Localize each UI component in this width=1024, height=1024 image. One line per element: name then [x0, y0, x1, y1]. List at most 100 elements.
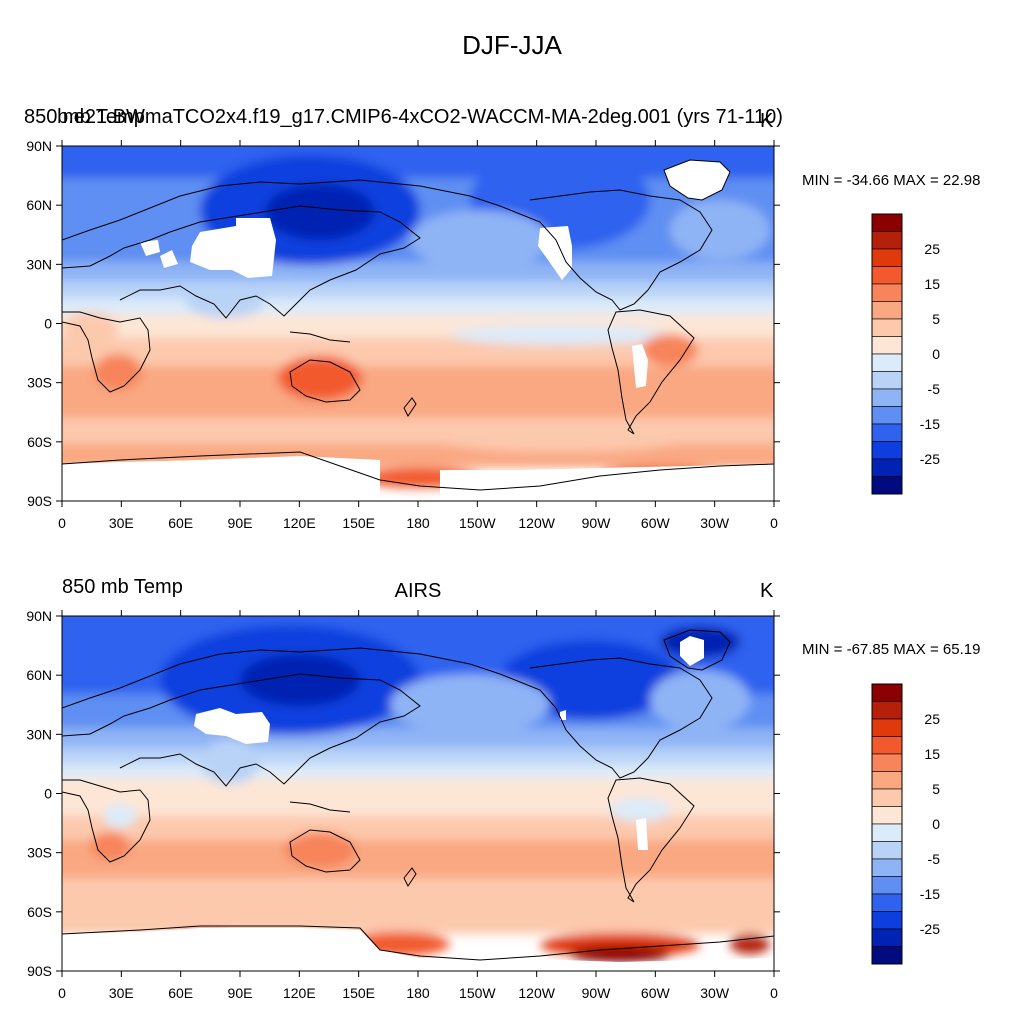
- colorbar-box: [871, 458, 903, 477]
- panel-2-min-max: MIN = -67.85 MAX = 65.19: [802, 641, 981, 658]
- tibet-mask: [190, 218, 276, 278]
- lat-label: 30S: [27, 845, 52, 861]
- lat-label: 60N: [26, 197, 52, 213]
- lat-label: 90S: [27, 963, 52, 979]
- colorbar-box: [871, 701, 903, 720]
- north-pacific: [390, 674, 550, 734]
- south-atlantic-pale: [62, 418, 260, 442]
- lon-label: 120W: [518, 515, 555, 531]
- lat-label: 60S: [27, 434, 52, 450]
- colorbar-box: [871, 946, 903, 965]
- north-atlantic: [670, 200, 770, 260]
- colorbar-box: [871, 388, 903, 407]
- colorbar-box: [871, 301, 903, 320]
- panel-2-coastlines: [62, 629, 774, 961]
- coast-new-zealand: [403, 397, 417, 417]
- siberia-cold-2: [240, 654, 360, 706]
- lat-label: 60S: [27, 904, 52, 920]
- africa-cool: [104, 804, 136, 828]
- lon-label: 90W: [582, 985, 612, 1001]
- panel-1-coastlines: [62, 159, 774, 491]
- band-north-blue: [62, 146, 774, 180]
- coast-south-america: [607, 777, 695, 903]
- rockies-mask: [560, 710, 566, 720]
- band-10n: [62, 298, 774, 316]
- colorbar-box: [871, 893, 903, 912]
- colorbar-label: -15: [920, 886, 940, 902]
- colorbar-label: 0: [932, 816, 940, 832]
- andes-mask: [632, 344, 648, 388]
- band-30s: [62, 840, 774, 880]
- colorbar-label: 0: [932, 346, 940, 362]
- lon-label: 180: [406, 985, 430, 1001]
- lon-label: 30E: [109, 985, 134, 1001]
- lon-label: 180: [406, 515, 430, 531]
- colorbar-box: [871, 318, 903, 337]
- colorbar-label: 5: [932, 781, 940, 797]
- lon-label: 0: [58, 515, 66, 531]
- south-pacific-pale: [440, 428, 680, 452]
- panel-1-y-ticks: 90N 60N 30N 0 30S 60S 90S: [26, 138, 780, 509]
- coast-africa: [62, 311, 151, 393]
- lon-label: 120E: [283, 985, 316, 1001]
- lon-label: 0: [770, 515, 778, 531]
- colorbar-label: 25: [924, 711, 940, 727]
- panel-1-units: K: [760, 110, 774, 132]
- colorbar-box: [871, 788, 903, 807]
- lon-label: 0: [58, 985, 66, 1001]
- lat-label: 90N: [26, 138, 52, 154]
- colorbar-label: 25: [924, 241, 940, 257]
- panel-1-colorbar: 25 15 5 0 -5 -15 -25: [871, 213, 940, 495]
- north-atlantic: [650, 670, 750, 730]
- lat-label: 0: [44, 786, 52, 802]
- lon-label: 30W: [700, 515, 730, 531]
- figure-title: DJF-JJA: [462, 30, 562, 60]
- coast-greenland: [663, 159, 731, 201]
- lon-label: 60E: [168, 515, 193, 531]
- colorbar-box: [871, 806, 903, 825]
- colorbar-box: [871, 371, 903, 390]
- andes-mask: [636, 818, 648, 850]
- band-30s: [62, 366, 774, 420]
- coast-europe-asia: [62, 673, 421, 787]
- colorbar-frame: [871, 213, 903, 495]
- pacific-tongue: [450, 325, 670, 345]
- coast-greenland: [663, 629, 731, 671]
- lat-label: 90S: [27, 493, 52, 509]
- lon-label: 60W: [641, 515, 671, 531]
- colorbar-box: [871, 683, 903, 702]
- panel-1-left-title: 850 mb Temp: [24, 106, 145, 128]
- amazon-cool: [610, 798, 670, 822]
- coast-africa: [62, 779, 151, 863]
- band-10n: [62, 764, 774, 780]
- antarctica-mask: [62, 928, 774, 971]
- panel-1-missing-data: [62, 160, 774, 501]
- lat-label: 30N: [26, 726, 52, 742]
- coast-indonesia: [289, 801, 351, 813]
- colorbar-box: [871, 823, 903, 842]
- coast-north-america: [499, 657, 713, 779]
- panel-2-colorbar: 25 15 5 0 -5 -15 -25: [871, 683, 941, 965]
- colorbar-label: -5: [928, 851, 941, 867]
- coast-antarctica: [62, 451, 774, 491]
- lon-label: 150E: [342, 515, 375, 531]
- lon-label: 150E: [342, 985, 375, 1001]
- panel-1-center-title: b.e21.BWmaTCO2x4.f19_g17.CMIP6-4xCO2-WAC…: [57, 106, 783, 128]
- panel-2-y-ticks: 90N 60N 30N 0 30S 60S 90S: [26, 608, 780, 979]
- southern-africa-warm: [94, 354, 142, 390]
- tibet-mask: [194, 708, 270, 744]
- panel-1-x-ticks: 0 30E 60E 90E 120E 150E 180 150W 120W 90W 60W 30W 0: [58, 140, 778, 531]
- lon-label: 30E: [109, 515, 134, 531]
- lon-label: 150W: [459, 985, 496, 1001]
- colorbar-box: [871, 736, 903, 755]
- coast-europe-asia: [62, 205, 421, 319]
- central-asia-mask: [160, 250, 178, 268]
- colorbar-box: [871, 353, 903, 372]
- lon-label: 30W: [700, 985, 730, 1001]
- india-cool: [185, 282, 265, 318]
- lat-label: 30S: [27, 375, 52, 391]
- colorbar-box: [871, 441, 903, 460]
- lat-label: 90N: [26, 608, 52, 624]
- colorbar-box: [871, 476, 903, 495]
